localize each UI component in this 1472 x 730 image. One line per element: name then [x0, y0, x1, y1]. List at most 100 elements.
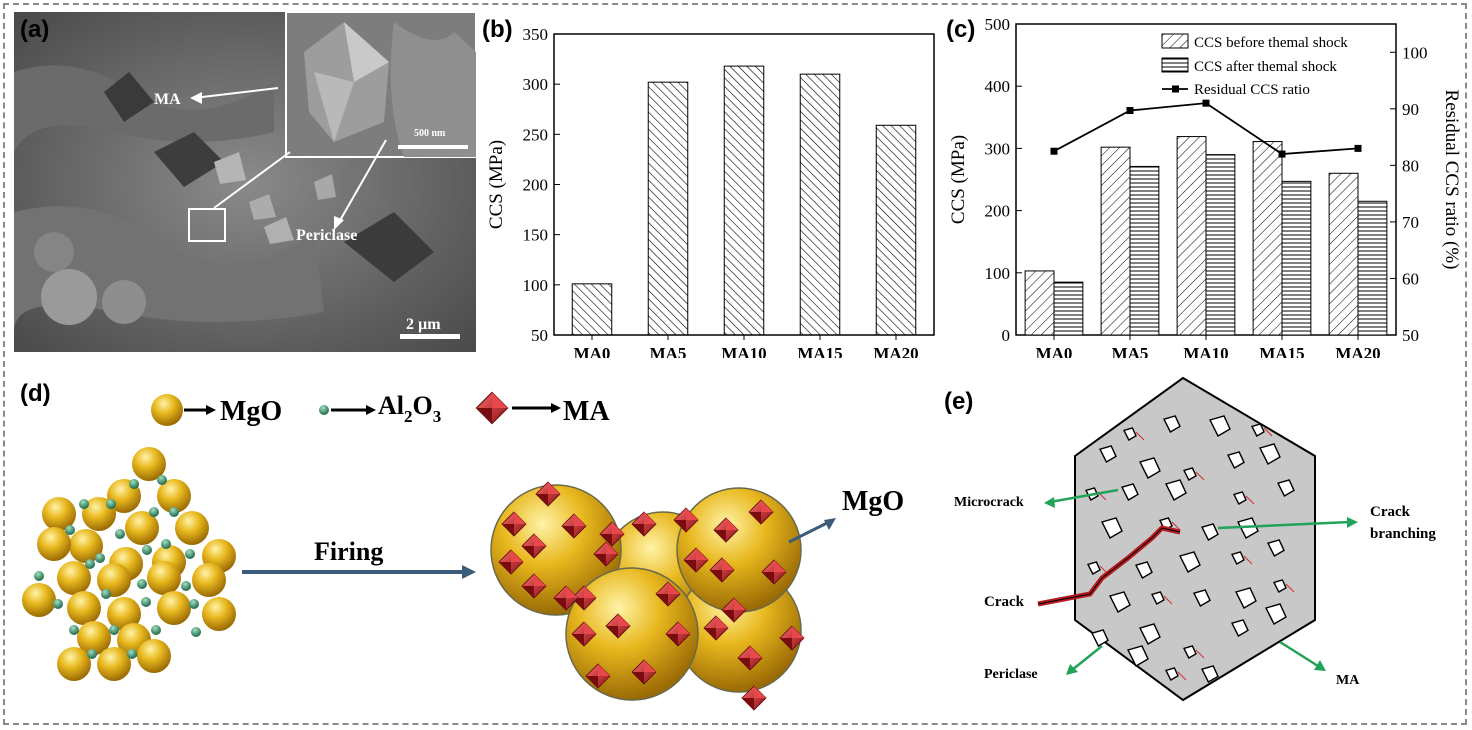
periclase-arrow-e [1071, 645, 1103, 671]
mgo-particle [125, 511, 159, 545]
chart-c-ytick-label: 300 [985, 139, 1011, 158]
chart-b-ytick-label: 50 [531, 326, 548, 345]
chart-c-bar [1100, 146, 1131, 336]
chart-c-bar [1281, 180, 1312, 336]
al2o3-particle [127, 649, 137, 659]
panel-d-schematic: MgO Al2O3 MA Firing [14, 362, 944, 722]
chart-b-bar [571, 283, 613, 336]
chart-b-bar [799, 73, 841, 336]
figure-frame [3, 3, 1467, 725]
crack-branching-label-2: branching [1370, 526, 1436, 542]
al2o3-particle [65, 525, 75, 535]
chart-c-legend-label: CCS before themal shock [1194, 35, 1348, 51]
panel-label-b: (b) [482, 16, 513, 43]
inset-scale-label: 500 nm [414, 128, 446, 139]
al2o3-particle [87, 649, 97, 659]
panel-b-chart: 50 100 150 200 250 300 350 MA0 MA5 MA10 MA15 MA20 CC… [478, 10, 946, 363]
chart-c-bar [1129, 165, 1160, 336]
ma-label-e: MA [1336, 673, 1360, 688]
al2o3-particle [106, 499, 116, 509]
zoom-box [188, 208, 226, 242]
al2o3-particle [169, 507, 179, 517]
panel-label-a: (a) [20, 16, 50, 43]
chart-c-y2tick-label: 80 [1402, 156, 1419, 175]
chart-c-ratio-marker [1202, 99, 1210, 107]
mgo-particle [132, 447, 166, 481]
grain-particle [1230, 551, 1245, 565]
chart-c-ytick-label: 100 [985, 264, 1011, 283]
chart-b-ytick-label: 200 [523, 176, 549, 195]
grain-particle [1164, 479, 1187, 501]
ma-legend-diamond [475, 391, 509, 425]
al2o3-particle [85, 559, 95, 569]
microcrack-mark [1263, 427, 1273, 437]
grain-particle [1126, 645, 1149, 667]
grain-particle [1120, 483, 1139, 501]
chart-b-ytick-label: 150 [523, 226, 549, 245]
al2o3-legend-label: Al2O3 [378, 391, 441, 426]
chart-c-ratio-marker [1354, 144, 1362, 152]
grain-particle [1164, 667, 1179, 681]
crack-branching-label-1: Crack [1370, 504, 1411, 520]
microcrack-mark [1135, 431, 1145, 441]
grain-particle [1182, 645, 1197, 659]
panel-label-d: (d) [20, 380, 51, 407]
chart-c-y2tick-label: 70 [1402, 213, 1419, 232]
mgo-particle [97, 563, 131, 597]
microcrack-mark [1285, 583, 1295, 593]
mgo-particle [157, 479, 191, 513]
microcrack-mark [1243, 555, 1253, 565]
panel-a-sem-image: 500 nm MA Periclase 2 µm (a) [14, 11, 477, 352]
grain-particle [1178, 551, 1201, 573]
mgo-particle [157, 591, 191, 625]
mgo-grain-label: MgO [842, 486, 904, 517]
al2o3-particle [109, 625, 119, 635]
chart-b-bar [723, 65, 765, 336]
chart-c-xtick-label: MA5 [1112, 344, 1149, 358]
chart-c-legend-swatch [1161, 33, 1189, 49]
chart-c-ratio-marker [1278, 150, 1286, 158]
chart-c-bar [1328, 172, 1359, 336]
grain-particle [1108, 591, 1131, 613]
chart-c-ytick-label: 200 [985, 202, 1011, 221]
al2o3-particle [141, 597, 151, 607]
mgo-particle [202, 597, 236, 631]
chart-c-ytick-label: 400 [985, 77, 1011, 96]
mgo-particle [97, 647, 131, 681]
mgo-particle [57, 647, 91, 681]
grain-particle [1138, 623, 1161, 645]
grain-particle [1098, 445, 1117, 463]
mgo-pointer-arrow [788, 520, 830, 544]
firing-label: Firing [314, 537, 383, 566]
hexagon-matrix [1074, 376, 1316, 702]
mgo-particle [42, 497, 76, 531]
al2o3-particle [53, 599, 63, 609]
ma-annotation: MA [154, 91, 181, 108]
panel-e-schematic: Microcrack Crack branching Crack Pericla… [940, 362, 1466, 722]
al2o3-particle [95, 553, 105, 563]
mgo-particle [37, 527, 71, 561]
chart-c-bar [1176, 136, 1207, 336]
grain-particle [1162, 415, 1181, 433]
mgo-legend-label: MgO [220, 396, 282, 427]
mgo-particle [147, 561, 181, 595]
chart-b-ylabel: CCS (MPa) [486, 140, 507, 229]
mgo-particle [192, 563, 226, 597]
grain-particle [1230, 619, 1249, 637]
chart-b-ytick-label: 250 [523, 125, 549, 144]
microcrack-mark [1195, 471, 1205, 481]
microcrack-mark [1163, 595, 1173, 605]
al2o3-particle [115, 529, 125, 539]
grain-particle [1150, 591, 1165, 605]
panel-label-c: (c) [946, 16, 976, 43]
ma-arrow-e [1279, 640, 1319, 668]
grain-particle [1086, 561, 1101, 575]
panel-label-e: (e) [944, 388, 974, 415]
grain-particle [1134, 561, 1153, 579]
crack-branching-arrow [1217, 520, 1351, 530]
fired-grains [490, 481, 805, 711]
al2o3-particle [137, 579, 147, 589]
grain-particle [1226, 451, 1245, 469]
al2o3-particle [142, 545, 152, 555]
grain-particle [1090, 629, 1109, 647]
